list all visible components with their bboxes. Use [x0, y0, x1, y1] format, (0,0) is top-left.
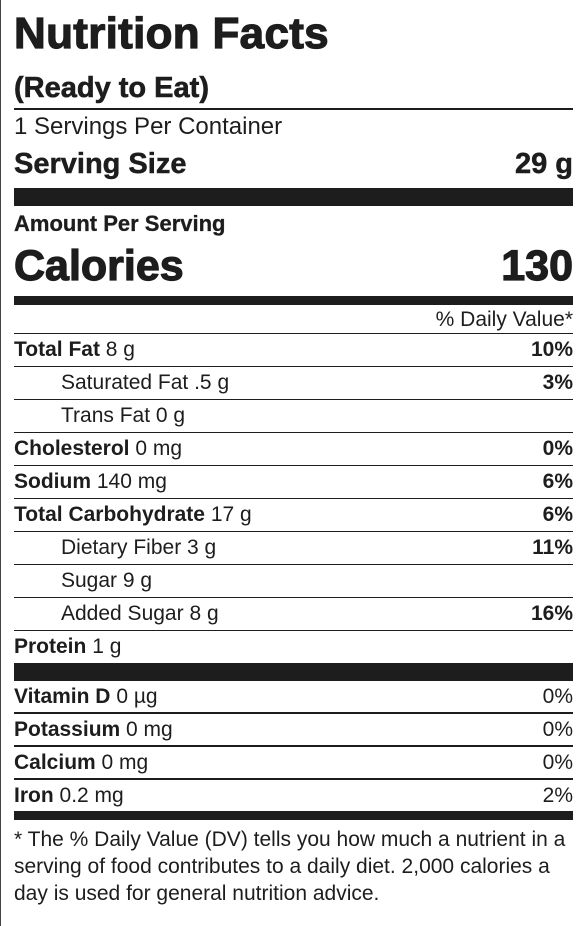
- serving-size-label: Serving Size: [14, 147, 187, 180]
- nutrient-row-sodium: Sodium 140 mg 6%: [14, 466, 573, 498]
- nutrient-row-protein: Protein 1 g: [14, 631, 573, 663]
- nutrient-dv: 16%: [530, 602, 573, 625]
- divider: [14, 563, 573, 565]
- vitamin-row-iron: Iron 0.2 mg 2%: [14, 780, 573, 812]
- nutrient-amount: 3 g: [187, 536, 217, 559]
- nutrient-name: Added Sugar: [61, 602, 184, 625]
- medium-divider: [14, 811, 573, 820]
- nutrient-name: Dietary Fiber: [61, 536, 182, 559]
- thick-divider: [14, 662, 573, 681]
- nutrient-name: Sodium: [14, 470, 91, 493]
- vitamin-name: Vitamin D: [14, 684, 111, 708]
- divider: [14, 431, 573, 433]
- nutrient-dv: 6%: [542, 503, 573, 526]
- nutrient-amount: 0 g: [155, 404, 186, 427]
- vitamin-row-vitamin-d: Vitamin D 0 µg 0%: [14, 681, 573, 713]
- vitamin-name: Potassium: [14, 717, 121, 741]
- nutrient-dv: 6%: [542, 470, 573, 493]
- vitamin-amount: 0 µg: [116, 684, 158, 708]
- label-subtitle: (Ready to Eat): [14, 72, 210, 105]
- amount-per-serving: Amount Per Serving: [14, 210, 226, 236]
- nutrient-amount: 17 g: [210, 503, 252, 526]
- nutrient-row-saturated-fat: Saturated Fat .5 g 3%: [14, 367, 573, 399]
- divider: [14, 464, 573, 466]
- vitamin-dv: 0%: [542, 717, 573, 741]
- nutrient-name: Cholesterol: [14, 437, 130, 460]
- vitamin-dv: 2%: [542, 783, 573, 807]
- divider: [14, 745, 573, 747]
- nutrient-name: Total Carbohydrate: [14, 503, 205, 526]
- nutrient-row-added-sugar: Added Sugar 8 g 16%: [14, 598, 573, 630]
- calories-row: Calories 130: [13, 240, 574, 296]
- nutrient-amount: 140 mg: [96, 470, 167, 493]
- nutrient-amount: 8 g: [105, 338, 135, 361]
- daily-value-header: % Daily Value*: [435, 307, 573, 331]
- nutrient-row-cholesterol: Cholesterol 0 mg 0%: [14, 433, 573, 465]
- nutrient-dv: 11%: [532, 536, 573, 559]
- divider: [14, 332, 573, 334]
- nutrient-dv: 0%: [542, 437, 573, 460]
- divider: [14, 629, 573, 631]
- nutrient-dv: 10%: [530, 338, 573, 361]
- serving-size-value: 29 g: [514, 147, 574, 180]
- nutrient-row-total-fat: Total Fat 8 g 10%: [14, 334, 573, 366]
- nutrient-amount: 9 g: [122, 569, 153, 592]
- label-title: Nutrition Facts: [13, 9, 329, 58]
- daily-value-footnote: * The % Daily Value (DV) tells you how m…: [14, 828, 566, 905]
- nutrient-name: Total Fat: [14, 338, 100, 361]
- vitamin-row-calcium: Calcium 0 mg 0%: [14, 747, 573, 779]
- divider: [14, 596, 573, 598]
- vitamin-name: Iron: [14, 783, 54, 807]
- vitamin-amount: 0 mg: [126, 717, 173, 741]
- nutrient-name: Protein: [14, 635, 87, 658]
- divider: [14, 712, 573, 714]
- calories-label: Calories: [13, 241, 184, 290]
- divider: [14, 398, 573, 400]
- nutrient-amount: 8 g: [189, 602, 219, 625]
- serving-size-row: Serving Size 29 g: [14, 144, 574, 188]
- nutrient-name: Saturated Fat: [61, 371, 189, 394]
- servings-per-container: 1 Servings Per Container: [14, 112, 283, 140]
- thick-divider: [14, 187, 573, 206]
- calories-value: 130: [501, 241, 574, 290]
- nutrient-name: Sugar: [61, 569, 118, 592]
- vitamin-dv: 0%: [542, 684, 573, 708]
- divider: [14, 365, 573, 367]
- nutrient-row-sugar: Sugar 9 g: [14, 565, 573, 597]
- divider: [14, 497, 573, 499]
- divider: [14, 530, 573, 532]
- vitamin-amount: 0.2 mg: [59, 783, 124, 807]
- nutrient-amount: .5 g: [194, 371, 230, 394]
- nutrient-amount: 1 g: [92, 635, 122, 658]
- vitamin-name: Calcium: [14, 750, 96, 774]
- divider: [14, 778, 573, 780]
- nutrient-dv: 3%: [542, 371, 573, 394]
- nutrient-amount: 0 mg: [135, 437, 183, 460]
- nutrient-row-trans-fat: Trans Fat 0 g: [14, 400, 573, 432]
- vitamin-dv: 0%: [542, 750, 573, 774]
- medium-divider: [14, 295, 573, 305]
- vitamin-amount: 0 mg: [101, 750, 149, 774]
- nutrient-name: Trans Fat: [61, 404, 151, 427]
- vitamin-row-potassium: Potassium 0 mg 0%: [14, 714, 573, 746]
- nutrient-row-dietary-fiber: Dietary Fiber 3 g 11%: [14, 532, 573, 564]
- nutrient-row-total-carbohydrate: Total Carbohydrate 17 g 6%: [14, 499, 573, 531]
- divider: [14, 108, 573, 110]
